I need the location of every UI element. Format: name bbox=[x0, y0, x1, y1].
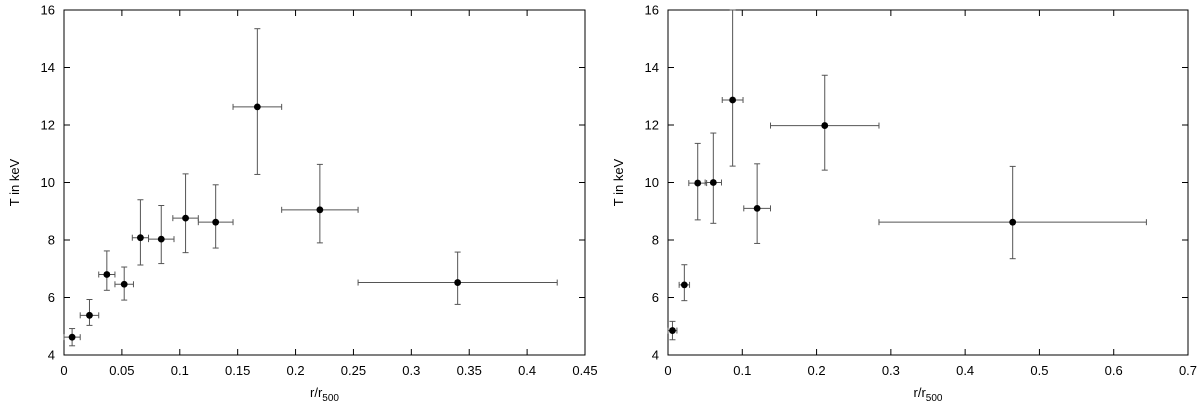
x-tick-label: 0.25 bbox=[341, 363, 366, 378]
data-point bbox=[212, 218, 220, 226]
data-point bbox=[821, 122, 829, 129]
x-tick-label: 0 bbox=[60, 363, 67, 378]
y-tick-label: 12 bbox=[41, 118, 55, 133]
x-tick-label: 0.1 bbox=[171, 363, 189, 378]
plot-frame bbox=[667, 9, 1189, 356]
data-point bbox=[694, 179, 702, 187]
data-point bbox=[680, 281, 688, 289]
data-point bbox=[669, 327, 676, 334]
data-point bbox=[86, 311, 93, 319]
x-tick-label: 0.4 bbox=[518, 363, 536, 378]
data-point bbox=[316, 206, 324, 214]
y-tick-label: 16 bbox=[41, 3, 55, 18]
y-tick-label: 16 bbox=[645, 3, 659, 18]
data-point bbox=[729, 96, 737, 104]
x-tick-label: 0.35 bbox=[457, 363, 482, 378]
plot-frame bbox=[63, 9, 586, 356]
y-tick-label: 14 bbox=[645, 60, 659, 75]
data-point bbox=[1009, 218, 1017, 226]
x-tick-label: 0.45 bbox=[572, 363, 597, 378]
data-point bbox=[182, 214, 189, 222]
data-point bbox=[157, 235, 165, 243]
x-tick-label: 0 bbox=[664, 363, 671, 378]
data-point bbox=[454, 279, 462, 286]
x-tick-label: 0.4 bbox=[956, 363, 974, 378]
y-axis-label: T in keV bbox=[7, 158, 22, 206]
x-tick-label: 0.2 bbox=[287, 363, 305, 378]
x-tick-label: 0.3 bbox=[402, 363, 420, 378]
y-axis-label: T in keV bbox=[611, 158, 626, 206]
y-tick-label: 8 bbox=[48, 233, 55, 248]
y-tick-label: 8 bbox=[652, 233, 659, 248]
data-point bbox=[103, 271, 111, 278]
right-chart-panel: 0 0.1 0.2 0.3 0.4 0.5 0.6 0.7 4 6 8 10 12 14 16 r/r500 T… bbox=[611, 3, 1197, 404]
left-chart-panel: 0 0.05 0.1 0.15 0.2 0.25 0.3 0.35 0.4 0.45 4 6 8 10 12… bbox=[7, 3, 598, 404]
x-axis-label: r/r500 bbox=[310, 385, 339, 404]
data-point bbox=[120, 280, 128, 288]
y-tick-label: 6 bbox=[48, 290, 55, 305]
y-tick-label: 4 bbox=[48, 348, 55, 363]
x-tick-label: 0.3 bbox=[882, 363, 900, 378]
x-tick-label: 0.05 bbox=[109, 363, 134, 378]
y-tick-label: 12 bbox=[645, 118, 659, 133]
data-point bbox=[253, 103, 261, 111]
y-tick-label: 10 bbox=[645, 175, 659, 190]
data-point bbox=[709, 179, 717, 186]
data-point bbox=[137, 234, 144, 242]
y-tick-label: 6 bbox=[652, 290, 659, 305]
x-tick-label: 0.15 bbox=[225, 363, 250, 378]
x-axis-label: r/r500 bbox=[914, 385, 943, 404]
x-tick-label: 0.7 bbox=[1179, 363, 1197, 378]
y-tick-label: 14 bbox=[41, 60, 55, 75]
x-tick-label: 0.5 bbox=[1030, 363, 1048, 378]
y-tick-label: 4 bbox=[652, 348, 659, 363]
x-tick-label: 0.1 bbox=[733, 363, 751, 378]
x-tick-label: 0.2 bbox=[808, 363, 826, 378]
x-tick-label: 0.6 bbox=[1105, 363, 1123, 378]
y-tick-label: 10 bbox=[41, 175, 55, 190]
data-point bbox=[68, 333, 76, 341]
data-point bbox=[753, 204, 761, 212]
